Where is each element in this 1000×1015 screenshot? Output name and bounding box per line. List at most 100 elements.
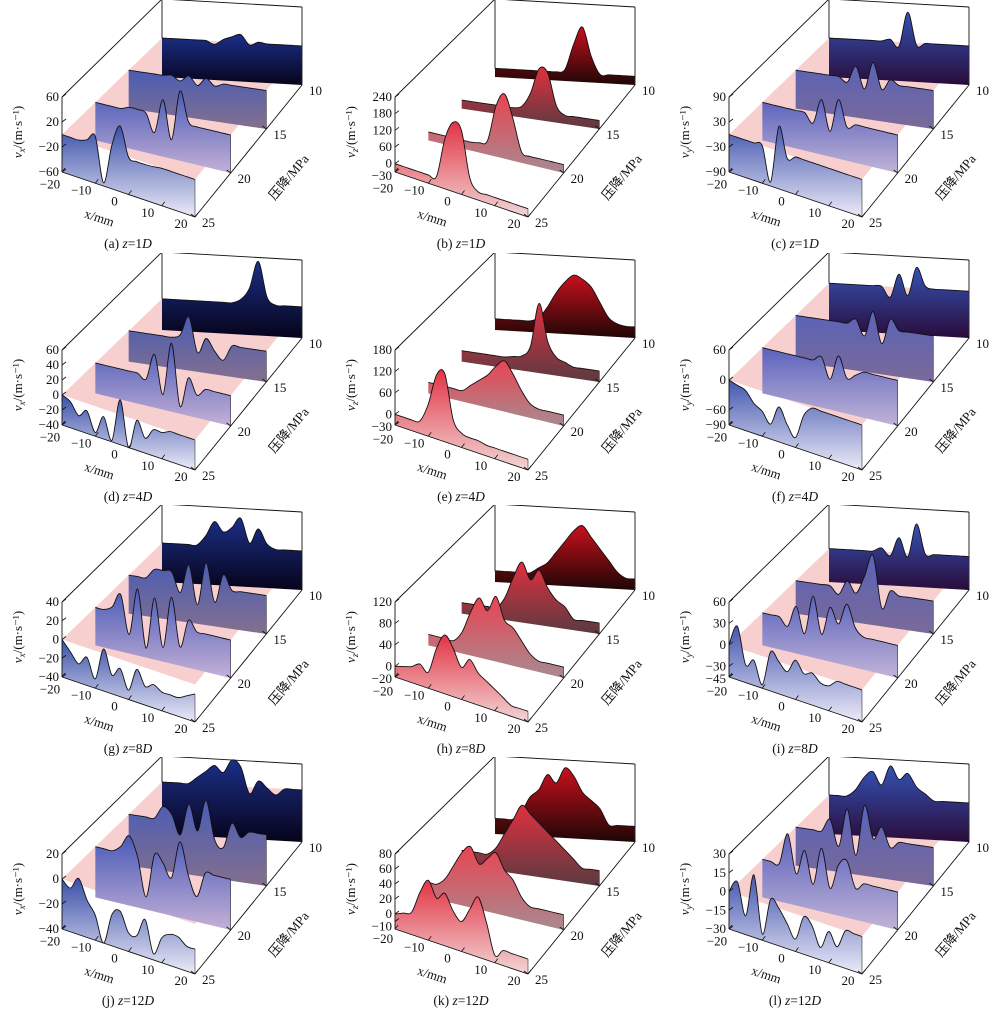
panel-caption: (f) z=4D [772,489,819,504]
z-tick [394,110,400,114]
x-tick-label: −10 [404,939,424,954]
z-tick [61,900,67,905]
x-tick [61,924,66,930]
pressure-tick-label: 15 [940,632,953,647]
panel-caption: (a) z=1D [104,236,152,251]
z-tick-label: 90 [713,89,726,104]
pressure-tick [297,81,303,86]
pressure-tick [595,630,600,635]
x-tick-label: −20 [707,430,727,445]
x-tick-label: 20 [842,469,855,484]
slice-curve-p10 [828,765,970,804]
x-tick-label: −20 [40,177,60,192]
pressure-tick-label: 15 [940,127,953,142]
back-top-edge [494,755,636,765]
slice-curve-p25 [728,379,863,439]
x-tick [161,201,166,206]
pressure-tick [226,926,231,931]
pressure-axis-label: 压降/MPa [265,656,311,707]
pressure-tick [226,422,231,427]
z-tick [728,906,734,911]
pressure-tick [929,125,934,130]
z-tick-label: 0 [53,387,60,402]
x-tick [728,420,733,426]
pressure-tick [893,926,898,931]
z-tick-label: 120 [373,122,393,137]
x-tick-label: 20 [175,216,188,231]
z-tick-label: 60 [379,861,392,876]
z-tick-label: 0 [720,372,727,387]
pressure-tick [226,674,231,679]
z-tick-label: 40 [46,594,59,609]
pressure-tick-label: 25 [869,468,882,483]
pressure-axis-label: 压降/MPa [598,151,644,202]
z-tick-label: −45 [706,671,726,686]
z-tick [394,918,400,922]
x-tick-label: 10 [141,205,154,220]
slice-area-p10 [829,523,969,590]
left-top-edge [394,755,496,855]
x-tick [728,924,733,930]
slice-area-p25 [62,395,195,470]
z-tick [394,620,400,624]
slice-curve-p10 [494,274,636,328]
z-tick-label: 120 [373,363,393,378]
pressure-tick [964,586,970,591]
x-tick [494,454,499,459]
z-tick-label: 20 [46,613,59,628]
x-tick [828,454,833,459]
z-axis-label: vz/(m·s⁻¹) [343,359,360,411]
pressure-tick [893,169,898,174]
x-tick [161,454,166,459]
z-tick-label: 30 [713,846,726,861]
pressure-axis [861,841,970,975]
pressure-tick-label: 20 [571,424,584,439]
z-tick-label: −20 [372,671,392,686]
z-tick-label: −20 [39,896,59,911]
z-tick [394,910,400,915]
pressure-tick-label: 15 [606,632,619,647]
x-tick [728,167,733,173]
pressure-tick-label: 10 [642,83,655,98]
left-top-edge [728,755,830,855]
x-axis-label: x/mm [83,206,116,230]
x-tick-label: 10 [474,962,487,977]
pressure-tick-label: 15 [940,380,953,395]
x-tick-label: 0 [111,447,118,462]
z-tick-label: 40 [379,637,392,652]
pressure-tick-label: 25 [869,215,882,230]
z-tick-label: 40 [46,357,59,372]
slice-curve-p15 [128,69,267,91]
x-tick-label: 10 [141,458,154,473]
x-tick [828,201,833,206]
chart-panel-c: 90 30 −30 −90 −20 −10 0 10 20 10 15 20 25 vy/(m·s⁻¹) x… [667,0,1000,253]
pressure-tick-label: 25 [202,468,215,483]
x-tick [161,958,166,963]
z-tick-label: −20 [39,139,59,154]
x-axis-label: x/mm [750,459,783,483]
z-tick [61,93,67,98]
slice-area-p20 [95,90,231,173]
z-tick-label: 30 [713,114,726,129]
z-tick-label: 0 [720,637,727,652]
panel-caption: (l) z=12D [769,993,822,1008]
x-tick-label: −20 [40,682,60,697]
slice-area-p25 [729,126,862,217]
x-tick [527,717,532,723]
z-axis-label: vy/(m·s⁻¹) [677,106,694,158]
pressure-axis-label: 压降/MPa [598,404,644,455]
pressure-tick-label: 10 [976,840,989,855]
left-top-edge [61,251,163,351]
pressure-tick-label: 10 [309,840,322,855]
slice-curve-p15 [128,316,267,361]
x-tick-label: 0 [444,194,451,209]
z-tick-label: 120 [373,594,393,609]
x-tick-label: 20 [508,469,521,484]
back-top-edge [838,0,970,8]
z-tick [394,346,400,351]
pressure-axis-label: 压降/MPa [265,151,311,202]
z-tick [728,662,734,667]
back-top-edge [161,503,303,513]
z-tick [394,895,400,900]
